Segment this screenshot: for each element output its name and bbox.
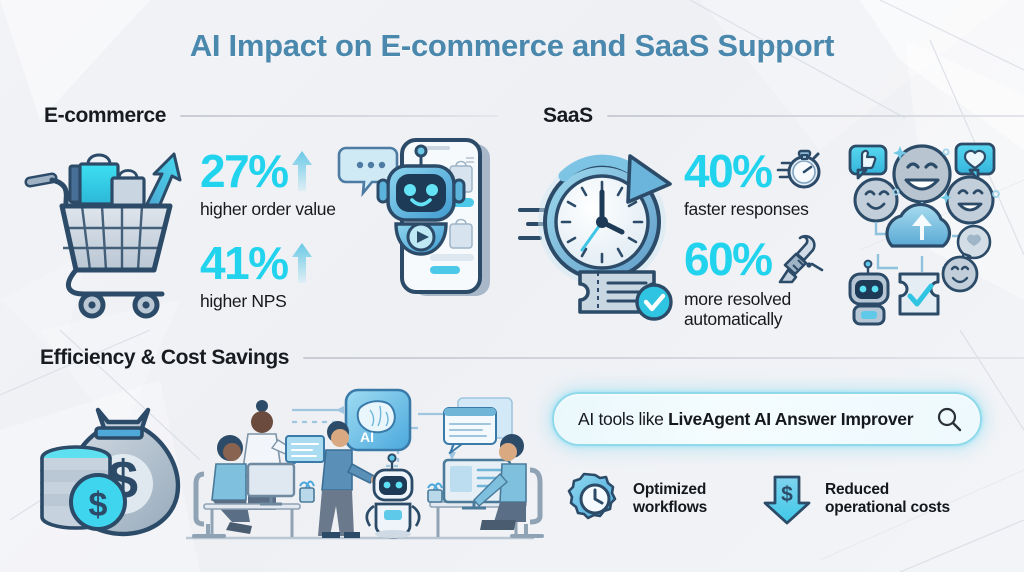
up-arrow-icon (291, 243, 312, 283)
stat-caption: higher NPS (200, 291, 287, 311)
section-title-ecommerce: E-commerce (44, 104, 167, 127)
stopwatch-icon (776, 149, 821, 189)
section-heading-ecommerce: E-commerce (44, 104, 499, 128)
section-heading-saas: SaaS (543, 104, 1024, 128)
stat-value-row: 41% (200, 240, 314, 286)
clock-ticket-illustration (518, 154, 673, 321)
stat-value: 60% (684, 233, 773, 285)
down-arrow-dollar-icon: $ (763, 475, 811, 525)
search-icon[interactable] (936, 406, 962, 432)
gear-clock-icon (567, 472, 617, 520)
up-arrow-icon (291, 151, 312, 191)
stat-value-row: 60% (684, 234, 824, 284)
robot-arm-wrench-icon (778, 234, 823, 284)
search-field[interactable]: AI tools like LiveAgent AI Answer Improv… (552, 392, 982, 446)
svg-text:$: $ (89, 486, 108, 524)
stat-value: 27% (200, 145, 289, 197)
search-prefix: AI tools like (578, 408, 669, 429)
section-divider-efficiency (303, 357, 1024, 359)
stat-higher-order-value: 27% higher order value (200, 148, 336, 220)
chatbot-phone-illustration (337, 138, 490, 296)
money-bag-illustration: $ $ (40, 407, 181, 537)
satisfaction-cloud-illustration (848, 142, 1000, 326)
section-divider-ecommerce (180, 115, 499, 117)
ai-panel-label: AI (360, 429, 374, 445)
stat-caption: more resolved automatically (684, 289, 791, 329)
stat-caption: higher order value (200, 199, 336, 219)
benefit-label: Optimized workflows (633, 480, 707, 516)
benefit-reduced-costs: $ Reduced operational costs (761, 473, 950, 525)
section-heading-efficiency: Efficiency & Cost Savings (40, 346, 1024, 370)
search-text: AI tools like LiveAgent AI Answer Improv… (578, 409, 936, 430)
search-product: LiveAgent AI Answer Improver (668, 408, 914, 429)
stat-caption: faster responses (684, 199, 809, 219)
benefit-optimized-workflows: Optimized workflows (567, 472, 707, 525)
stat-value: 40% (684, 145, 773, 197)
section-title-efficiency: Efficiency & Cost Savings (40, 346, 290, 369)
stat-more-resolved: 60% more resolved automatically (684, 234, 824, 330)
office-ai-workflow-illustration: AI (186, 388, 544, 540)
stat-value-row: 40% (684, 148, 822, 194)
stat-value: 41% (200, 237, 289, 289)
stat-faster-responses: 40% faster responses (684, 148, 822, 220)
section-title-saas: SaaS (543, 104, 593, 127)
page-title: AI Impact on E-commerce and SaaS Support (189, 28, 835, 63)
svg-text:$: $ (781, 483, 793, 506)
stat-value-row: 27% (200, 148, 336, 194)
section-divider-saas (606, 115, 1024, 117)
stat-higher-nps: 41% higher NPS (200, 240, 314, 312)
benefit-label: Reduced operational costs (825, 480, 950, 516)
shopping-cart-illustration (24, 152, 182, 319)
